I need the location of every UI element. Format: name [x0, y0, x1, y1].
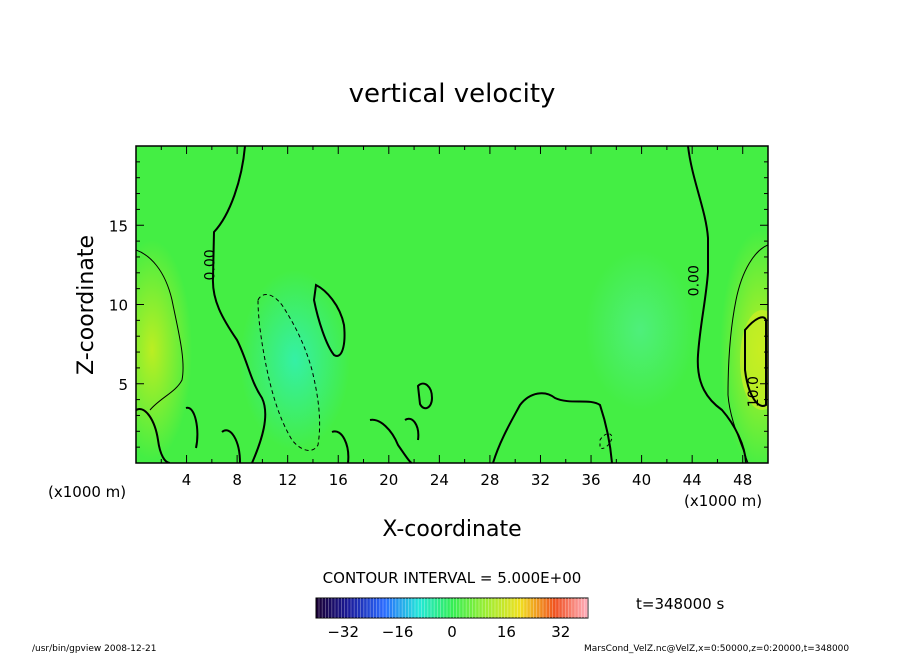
x-tick-label: 28: [480, 471, 499, 489]
colorbar-hatching: [318, 598, 589, 618]
colorbar: [315, 597, 589, 619]
contour-zero-left: [211, 146, 267, 463]
x-tick-label: 36: [581, 471, 600, 489]
contour-label: 0.00: [686, 265, 702, 296]
y-axis-title: Z-coordinate: [74, 235, 99, 375]
colorbar-tick-label: 0: [447, 623, 457, 641]
colorbar-tick-label: −32: [327, 623, 359, 641]
contour-blob-2: [416, 382, 434, 410]
x-tick-label: 4: [182, 471, 192, 489]
x-axis: 4 8 12 16 20 24 28 32 36 40 44 48: [135, 146, 769, 489]
x-tick-label: 8: [232, 471, 242, 489]
y-axis: 5 10 15: [109, 145, 768, 464]
x-tick-label: 44: [683, 471, 702, 489]
contour-field: [136, 146, 768, 463]
x-tick-label: 40: [632, 471, 651, 489]
contour-labels: 0.00 0.00 10.0: [202, 249, 762, 407]
colorbar-tick-label: 32: [551, 623, 570, 641]
contour-label: 10.0: [746, 376, 762, 407]
chart-title: vertical velocity: [349, 79, 556, 109]
colorbar-tick-label: −16: [382, 623, 414, 641]
footer-left: /usr/bin/gpview 2008-12-21: [32, 644, 156, 654]
x-tick-label: 48: [733, 471, 752, 489]
contour-thin-right: [727, 244, 768, 463]
y-tick-label: 10: [109, 297, 128, 315]
x-axis-unit-left: (x1000 m): [48, 483, 126, 501]
y-tick-label: 5: [118, 376, 128, 394]
x-tick-label: 24: [430, 471, 449, 489]
time-label: t=348000 s: [636, 595, 724, 613]
contour-zero-right: [687, 146, 747, 463]
x-tick-label: 16: [329, 471, 348, 489]
contour-lower-left: [136, 406, 420, 463]
contour-dashed-small: [599, 433, 613, 449]
contour-interval-label: CONTOUR INTERVAL = 5.000E+00: [323, 569, 582, 587]
x-tick-label: 32: [531, 471, 550, 489]
contour-label: 0.00: [202, 249, 218, 280]
y-tick-label: 15: [109, 217, 128, 235]
colorbar-tick-label: 16: [497, 623, 516, 641]
contour-blob-3: [744, 316, 767, 407]
contour-thin-left: [136, 249, 184, 411]
x-axis-unit-right: (x1000 m): [684, 492, 762, 510]
contour-zero-mid: [492, 392, 613, 463]
colorbar-ticks: −32 −16 0 16 32: [327, 623, 570, 641]
x-tick-label: 12: [278, 471, 297, 489]
contour-dashed-negative: [257, 294, 321, 451]
x-tick-label: 20: [379, 471, 398, 489]
x-axis-title: X-coordinate: [382, 517, 521, 542]
footer-right: MarsCond_VelZ.nc@VelZ,x=0:50000,z=0:2000…: [584, 644, 849, 654]
contour-blob-1: [312, 283, 346, 357]
